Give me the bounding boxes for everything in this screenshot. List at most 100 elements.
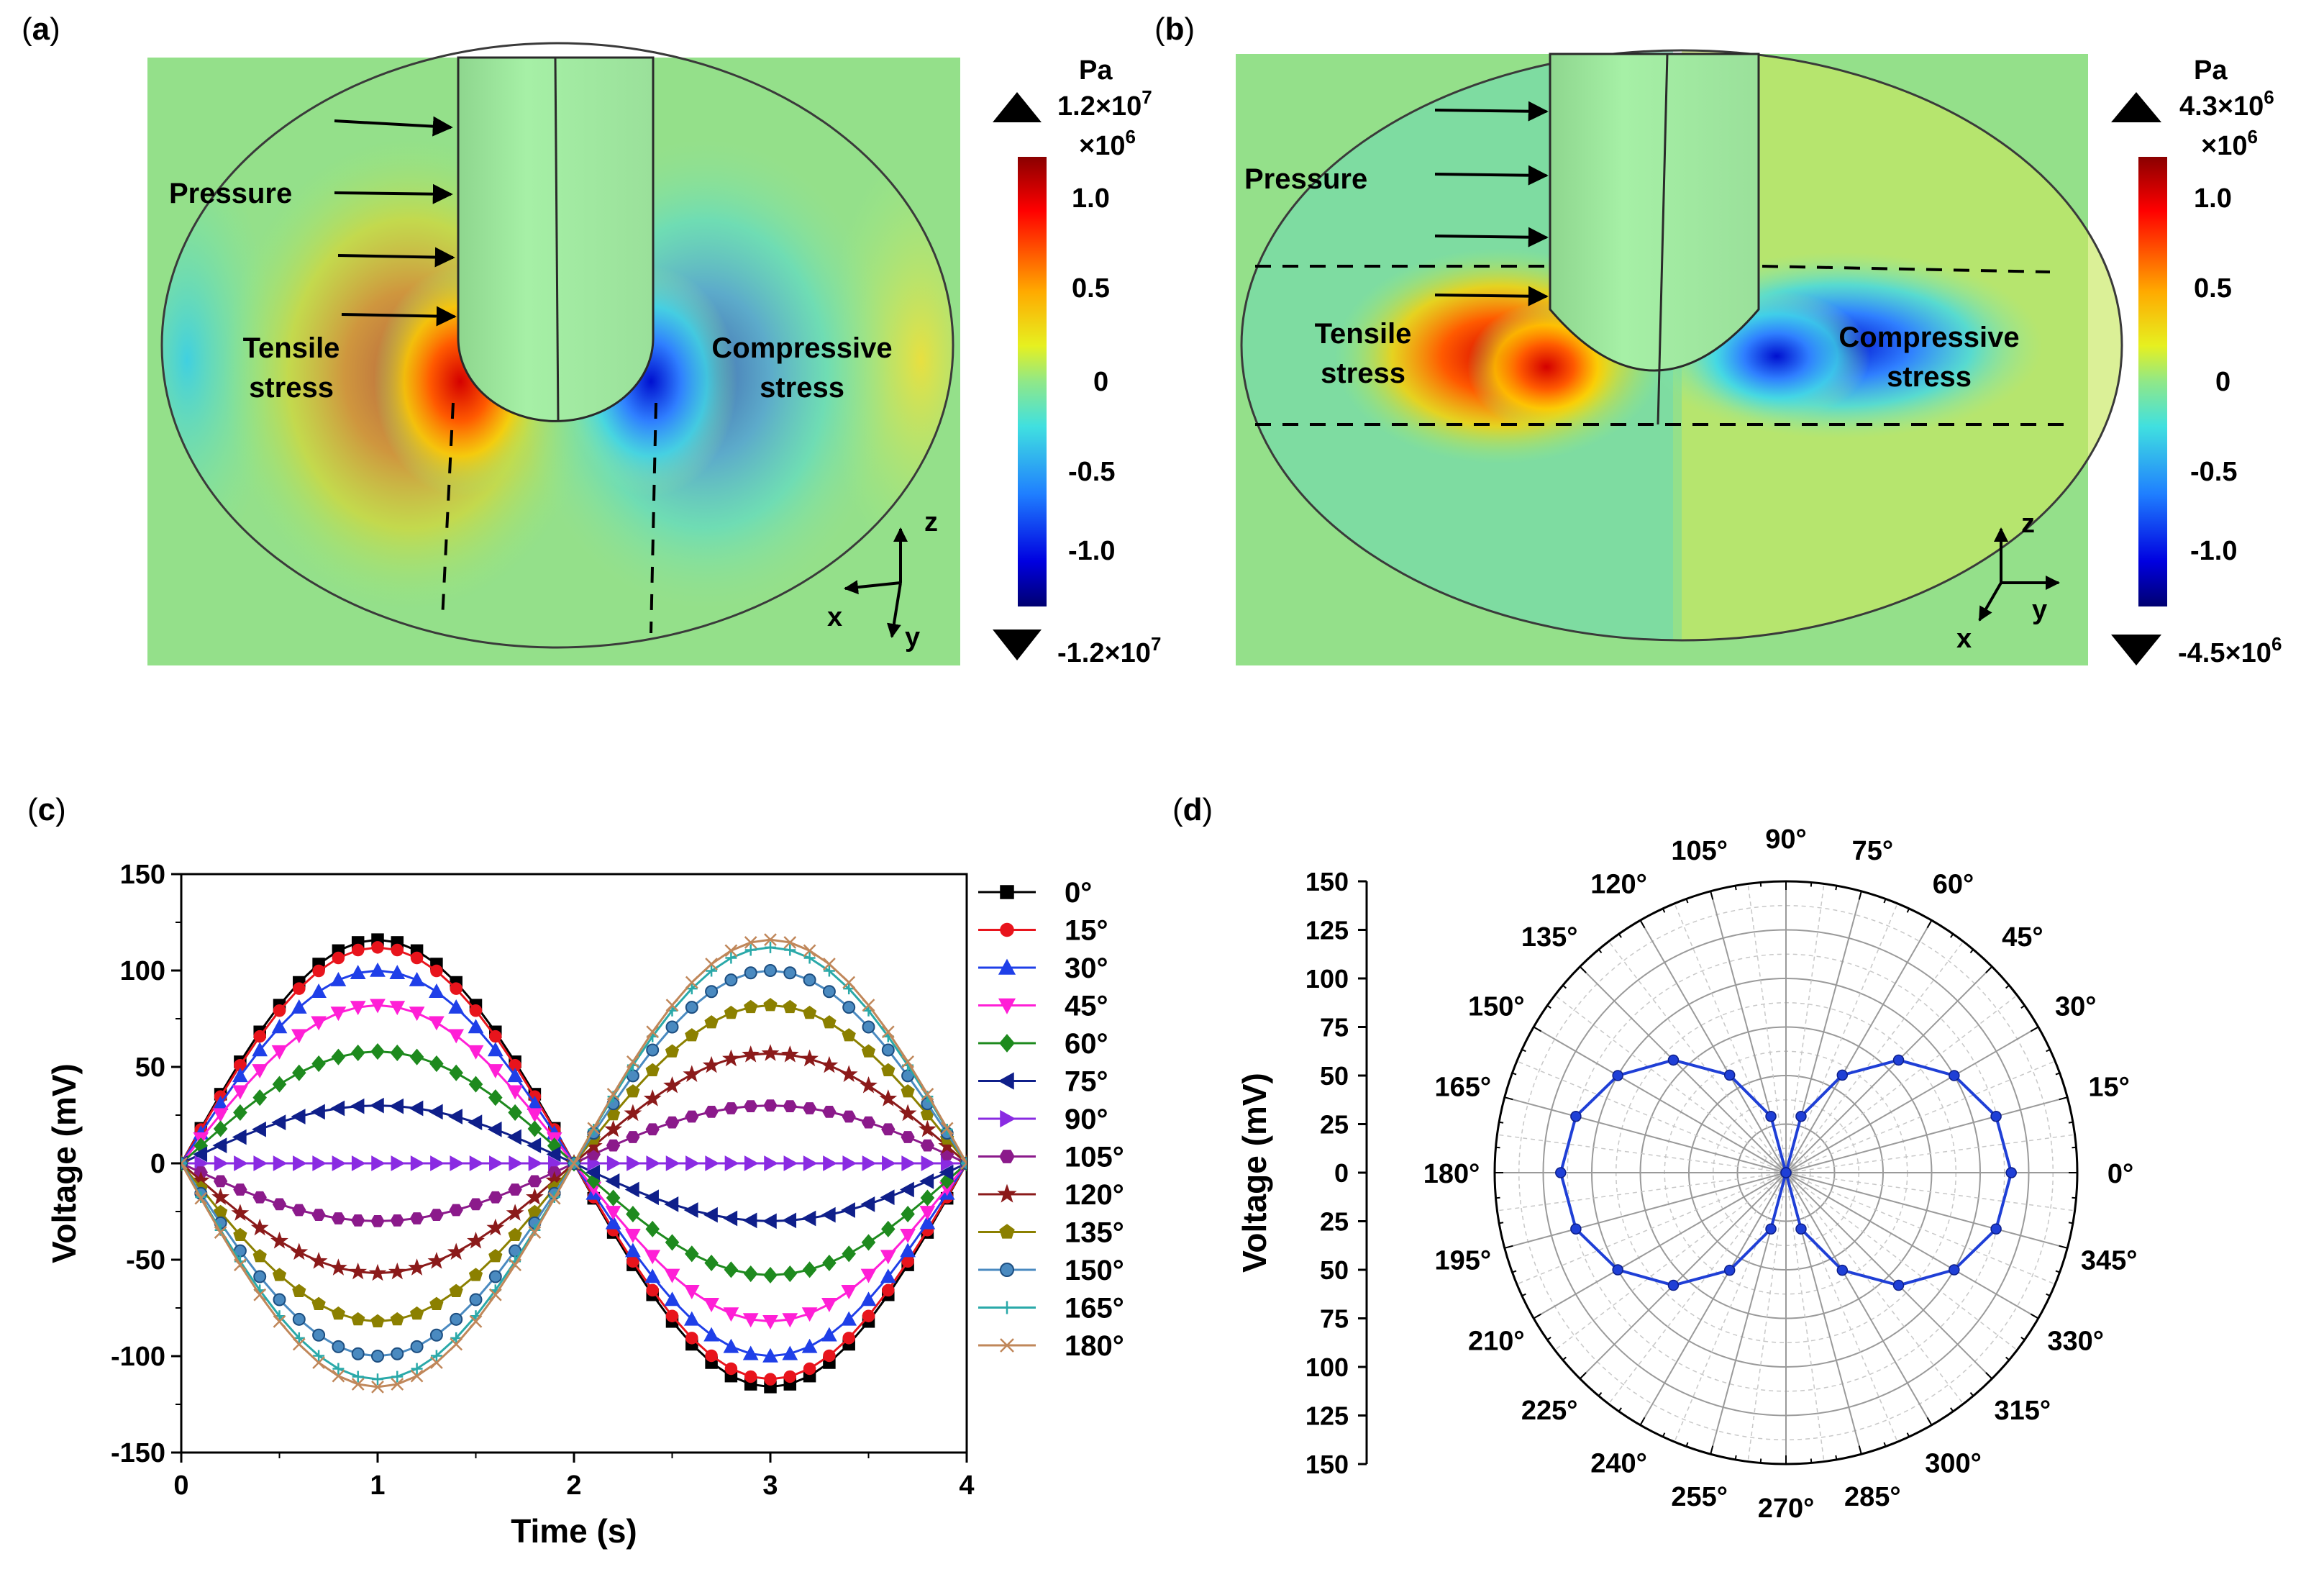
data-point — [921, 1088, 934, 1101]
data-point — [841, 1311, 857, 1326]
data-point — [253, 1270, 267, 1283]
data-point — [312, 1328, 326, 1342]
data-point — [587, 1122, 601, 1135]
compressive-label: stress — [1887, 361, 1972, 393]
data-point — [960, 1157, 967, 1170]
y-tick-label: 0 — [150, 1149, 165, 1179]
data-point — [271, 1114, 286, 1131]
data-point — [252, 1249, 267, 1263]
data-point — [371, 1155, 386, 1171]
data-point — [823, 1349, 836, 1363]
polar-spoke — [1785, 919, 1933, 1173]
polar-point — [1795, 1223, 1807, 1235]
polar-angle-tick — [1639, 919, 1646, 929]
axis-y-label: y — [905, 622, 920, 653]
data-point — [370, 1314, 385, 1327]
data-point — [762, 1213, 777, 1230]
polar-axis-title: Voltage (mV) — [1236, 1073, 1273, 1273]
polar-angle-tick — [1926, 1417, 1933, 1426]
data-point — [310, 1104, 325, 1120]
data-point — [292, 1337, 306, 1351]
data-point — [763, 998, 778, 1012]
data-point — [860, 1076, 878, 1094]
data-point — [605, 1214, 621, 1230]
y-tick-label: -150 — [111, 1438, 165, 1468]
data-point — [801, 1307, 818, 1322]
polar-spoke — [1785, 1096, 2068, 1173]
polar-spoke — [1516, 1060, 1787, 1173]
data-point — [803, 1362, 816, 1376]
polar-angle-tick — [2020, 1004, 2025, 1009]
data-point — [350, 1098, 365, 1114]
data-point — [803, 973, 816, 987]
data-point — [685, 1332, 698, 1345]
data-point — [409, 1100, 424, 1117]
data-point — [212, 1108, 229, 1123]
data-point — [783, 936, 797, 949]
data-point — [410, 1340, 424, 1353]
data-point — [332, 1340, 345, 1353]
polar-angle-tick — [1504, 1245, 1513, 1249]
legend-label: 180° — [1065, 1330, 1124, 1362]
data-point — [665, 999, 679, 1012]
data-point — [311, 1055, 326, 1073]
data-point — [626, 1206, 640, 1223]
polar-angle-tick — [1858, 1445, 1862, 1455]
angle-label: 60° — [1933, 869, 1974, 899]
polar-spoke — [1785, 1172, 1933, 1426]
radial-tick-label: 150 — [1305, 867, 1349, 896]
data-point — [665, 1020, 679, 1034]
polar-series — [1555, 1054, 2017, 1291]
data-point — [842, 1001, 856, 1014]
polar-angle-tick — [1662, 908, 1666, 913]
data-point — [899, 1181, 914, 1198]
radial-tick-label: 75 — [1320, 1013, 1349, 1042]
colorbar-tick: -1.0 — [2190, 536, 2237, 566]
polar-angle-tick — [1906, 1432, 1910, 1437]
data-point — [685, 1110, 699, 1123]
polar-angle-tick — [1685, 899, 1689, 904]
data-point — [704, 1015, 719, 1029]
angle-label: 225° — [1521, 1396, 1578, 1426]
polar-spoke — [1785, 1172, 1964, 1404]
angle-label: 330° — [2047, 1327, 2104, 1357]
data-point — [448, 1029, 465, 1044]
data-point — [312, 1155, 327, 1171]
polar-spoke — [1504, 1172, 1787, 1249]
radial-tick-label: 25 — [1320, 1110, 1349, 1140]
data-point — [646, 1155, 661, 1171]
data-point — [606, 1088, 620, 1101]
polar-spoke — [1533, 1172, 1787, 1319]
polar-angle-tick — [1969, 949, 1974, 953]
polar-point — [1780, 1167, 1792, 1178]
data-point — [685, 1155, 700, 1171]
colorbar-min-label: -1.2×107 — [1057, 633, 1161, 668]
data-point — [724, 1362, 738, 1376]
data-point — [705, 1349, 718, 1363]
data-point — [449, 1064, 463, 1081]
data-point — [311, 1296, 326, 1311]
legend-entry: 60° — [978, 1028, 1108, 1060]
data-point — [253, 1288, 267, 1301]
panel-c-label: (c) — [27, 792, 66, 827]
polar-point — [1892, 1054, 1905, 1066]
data-point — [862, 999, 875, 1012]
data-point — [429, 1296, 444, 1311]
legend-entry: 90° — [978, 1104, 1108, 1135]
data-point — [842, 1332, 855, 1345]
data-point — [862, 1020, 875, 1034]
polar-angle-tick — [1662, 1432, 1666, 1437]
data-point — [528, 1226, 542, 1239]
data-point — [450, 1155, 465, 1171]
colorbar-multiplier-value: ×10 — [1079, 131, 1125, 161]
data-point — [272, 1268, 287, 1281]
data-point — [703, 1298, 719, 1312]
data-point — [744, 1370, 757, 1383]
compressive-label: stress — [760, 372, 844, 404]
pressure-arrow — [341, 306, 457, 327]
data-point — [803, 952, 816, 964]
legend-marker — [998, 1072, 1014, 1090]
data-point — [901, 1084, 915, 1098]
radial-tick-label: 50 — [1320, 1255, 1349, 1285]
colorbar-tick: -1.0 — [1068, 536, 1115, 566]
